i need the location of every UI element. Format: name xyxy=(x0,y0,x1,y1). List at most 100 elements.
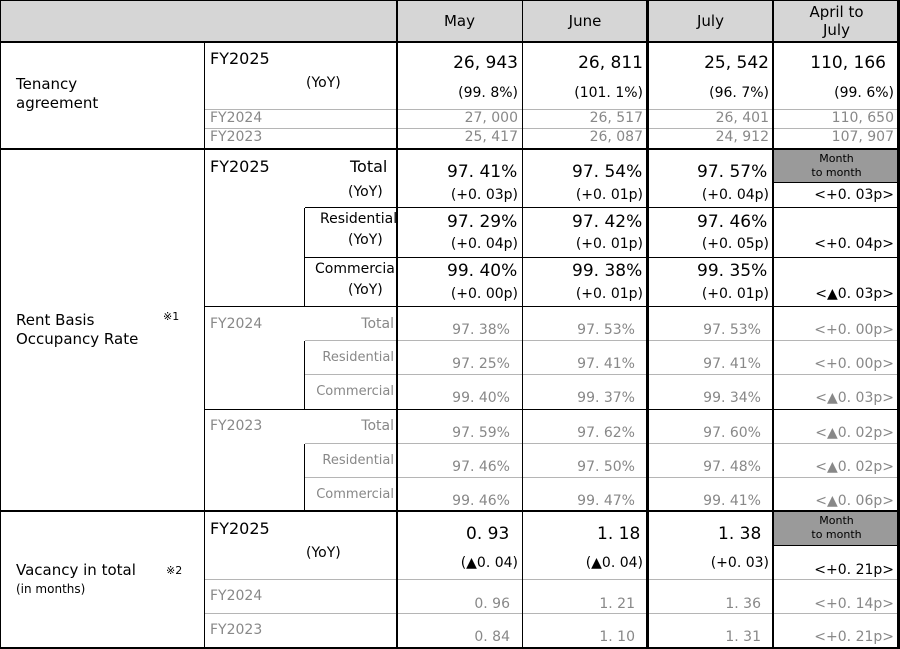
occ-fy2024-res-label: Residential xyxy=(322,350,394,365)
tenancy-fy2025-may: 26, 943 xyxy=(453,53,518,73)
occ-fy2023-total-july: 97. 60% xyxy=(703,425,761,441)
occ-fy2025-com-yoy-label: (YoY) xyxy=(348,282,383,298)
rule-occ-fy23 xyxy=(205,409,900,410)
vac-fy2024-june: 1. 21 xyxy=(599,596,635,612)
occ-fy2025-com-may: 99. 40% xyxy=(447,261,518,281)
rule-july xyxy=(646,0,649,649)
tenancy-yoy-july: (96. 7%) xyxy=(709,85,769,101)
occ-fy2024-com-mtm: <▲0. 03p> xyxy=(815,390,894,406)
vac-fy2025-june: 1. 18 xyxy=(597,524,641,544)
occ-fy2025-com-label: Commercial xyxy=(315,261,399,277)
vac-fy2025-label: FY2025 xyxy=(210,519,270,538)
rule-tenancy-fy24 xyxy=(205,109,900,110)
rule-sub-col-2 xyxy=(304,341,305,409)
vacancy-month-to-month-badge: Month to month xyxy=(773,512,900,545)
rule-sub-col-3 xyxy=(304,444,305,510)
rule-tenancy-bottom xyxy=(0,148,900,150)
occupancy-label: Rent Basis Occupancy Rate xyxy=(16,311,139,348)
vac-fy2025-mtm: <+0. 21p> xyxy=(814,562,894,578)
tenancy-fy2023-label: FY2023 xyxy=(210,129,263,145)
rule-april xyxy=(772,0,774,649)
rule-occ-fy23-com xyxy=(305,477,900,478)
occ-fy2025-com-july: 99. 35% xyxy=(697,261,768,281)
tenancy-fy2023-may: 25, 417 xyxy=(464,129,518,145)
occ-fy2025-com-yoy-june: (+0. 01p) xyxy=(575,286,643,302)
occ-fy2024-res-july: 97. 41% xyxy=(703,356,761,372)
occ-fy2025-total-june: 97. 54% xyxy=(572,162,643,182)
tenancy-yoy-label: (YoY) xyxy=(306,75,341,91)
rule-vac-mtm xyxy=(773,545,900,546)
col-header-july-label: July xyxy=(697,11,724,30)
occ-fy2025-label: FY2025 xyxy=(210,157,270,176)
header-blank xyxy=(0,0,397,41)
occ-fy2025-res-yoy-june: (+0. 01p) xyxy=(575,236,643,252)
occ-fy2025-total-july: 97. 57% xyxy=(697,162,768,182)
tenancy-fy2023-june: 26, 087 xyxy=(589,129,643,145)
occ-fy2024-com-may: 99. 40% xyxy=(452,390,510,406)
occ-fy2025-res-june: 97. 42% xyxy=(572,212,643,232)
occ-fy2024-com-june: 99. 37% xyxy=(577,390,635,406)
rule-top xyxy=(0,0,900,1)
occ-fy2025-com-yoy-july: (+0. 01p) xyxy=(701,286,769,302)
occ-fy2025-com-june: 99. 38% xyxy=(572,261,643,281)
rule-label-col xyxy=(204,42,205,649)
col-header-july: July xyxy=(648,0,773,41)
col-header-may-label: May xyxy=(443,11,475,30)
occ-fy2023-label: FY2023 xyxy=(210,418,263,434)
occ-fy2025-com-yoy-may: (+0. 00p) xyxy=(450,286,518,302)
occ-fy2023-res-mtm: <▲0. 02p> xyxy=(815,459,894,475)
rule-occ-fy23-res xyxy=(305,443,900,444)
vac-fy2025-may: 0. 93 xyxy=(466,524,510,544)
col-header-april-to-july: April to July xyxy=(773,0,900,41)
tenancy-fy2025-apr-jul: 110, 166 xyxy=(810,53,886,73)
occ-fy2025-total-mtm: <+0. 03p> xyxy=(814,187,894,203)
vacancy-label: Vacancy in total xyxy=(16,561,136,579)
rule-occ-mtm xyxy=(773,182,900,183)
tenancy-fy2024-apr-jul: 110, 650 xyxy=(831,110,894,126)
tenancy-fy2023-apr-jul: 107, 907 xyxy=(831,129,894,145)
tenancy-fy2024-may: 27, 000 xyxy=(464,110,518,126)
rule-sub-col xyxy=(304,208,305,306)
rule-right-thick xyxy=(897,0,900,649)
rule-vac-fy24 xyxy=(205,579,900,580)
rule-left xyxy=(0,0,1,649)
vac-fy2024-label: FY2024 xyxy=(210,588,263,604)
occ-fy2023-com-june: 99. 47% xyxy=(577,493,635,509)
vac-fy2023-june: 1. 10 xyxy=(599,629,635,645)
rule-june xyxy=(522,0,523,649)
occ-fy2023-total-mtm: <▲0. 02p> xyxy=(815,425,894,441)
occ-fy2025-res-label: Residential xyxy=(320,211,398,227)
occ-fy2023-com-mtm: <▲0. 06p> xyxy=(815,493,894,509)
occ-fy2024-total-label: Total xyxy=(361,316,394,332)
occ-fy2023-com-label: Commercial xyxy=(316,487,394,502)
occ-fy2025-res-may: 97. 29% xyxy=(447,212,518,232)
tenancy-yoy-june: (101. 1%) xyxy=(574,85,643,101)
vac-fy2025-yoy-june: (▲0. 04) xyxy=(585,555,643,571)
occ-fy2024-total-may: 97. 38% xyxy=(452,322,510,338)
tenancy-yoy-apr-jul: (99. 6%) xyxy=(834,85,894,101)
occ-fy2024-res-june: 97. 41% xyxy=(577,356,635,372)
vac-yoy-label: (YoY) xyxy=(306,545,341,561)
tenancy-fy2023-july: 24, 912 xyxy=(715,129,769,145)
occ-fy2025-res-july: 97. 46% xyxy=(697,212,768,232)
occ-fy2024-res-may: 97. 25% xyxy=(452,356,510,372)
occ-fy2025-total-yoy-may: (+0. 03p) xyxy=(450,187,518,203)
tenancy-fy2024-july: 26, 401 xyxy=(715,110,769,126)
occ-fy2023-total-may: 97. 59% xyxy=(452,425,510,441)
tenancy-yoy-may: (99. 8%) xyxy=(458,85,518,101)
occ-fy2024-com-label: Commercial xyxy=(316,384,394,399)
occ-fy2023-res-label: Residential xyxy=(322,453,394,468)
occ-fy2024-com-july: 99. 34% xyxy=(703,390,761,406)
vac-fy2025-yoy-may: (▲0. 04) xyxy=(460,555,518,571)
tenancy-fy2024-june: 26, 517 xyxy=(589,110,643,126)
occ-fy2023-res-july: 97. 48% xyxy=(703,459,761,475)
occ-fy2023-total-june: 97. 62% xyxy=(577,425,635,441)
tenancy-fy2025-june: 26, 811 xyxy=(578,53,643,73)
occ-fy2024-total-mtm: <+0. 00p> xyxy=(814,322,894,338)
occ-fy2025-res-mtm: <+0. 04p> xyxy=(814,236,894,252)
occupancy-month-to-month-badge: Month to month xyxy=(773,150,900,182)
occ-fy2023-com-july: 99. 41% xyxy=(703,493,761,509)
tenancy-fy2025-july: 25, 542 xyxy=(704,53,769,73)
rule-occ-fy24-com xyxy=(305,374,900,375)
occ-fy2024-total-july: 97. 53% xyxy=(703,322,761,338)
